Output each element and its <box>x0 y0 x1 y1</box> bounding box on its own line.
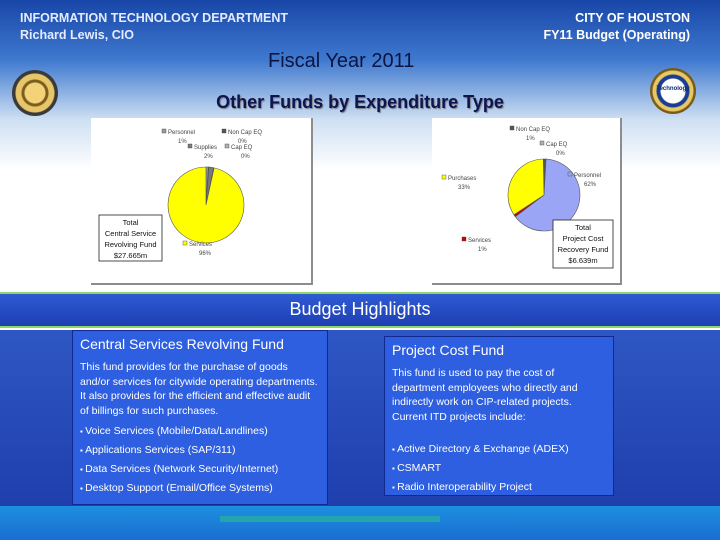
total-label: Central Service <box>105 229 156 238</box>
central-services-pie-chart: Personnel 1% Non Cap EQ 0% Supplies 2% Cap EQ 0… <box>91 118 313 285</box>
slice-label: 0% <box>556 151 565 157</box>
total-label: Total <box>575 223 591 232</box>
slice-label: Personnel <box>168 130 195 136</box>
pie-slice <box>507 158 545 216</box>
budget-subtitle: FY11 Budget (Operating) <box>543 28 690 42</box>
list-item: Voice Services (Mobile/Data/Landlines) <box>80 422 320 441</box>
panel-list: Voice Services (Mobile/Data/Landlines) A… <box>80 422 320 498</box>
slice-label: 0% <box>241 154 250 160</box>
legend-swatch <box>182 240 188 246</box>
fiscal-year-title: Fiscal Year 2011 <box>268 50 415 72</box>
slice-label: 96% <box>199 251 212 257</box>
slice-label: 1% <box>178 139 187 145</box>
total-label: $6.639m <box>568 256 597 265</box>
legend-swatch <box>539 140 545 146</box>
slice-label: Non Cap EQ <box>228 130 262 136</box>
slice-label: 1% <box>526 136 535 142</box>
city-seal-icon <box>12 70 58 116</box>
total-label: Total <box>123 218 139 227</box>
list-item: CSMART <box>392 459 606 478</box>
technology-seal-icon <box>650 68 696 114</box>
slice-label: Services <box>189 242 212 248</box>
legend-swatch <box>221 128 227 134</box>
total-label: $27.665m <box>114 251 147 260</box>
slice-label: 33% <box>458 185 471 191</box>
list-item: Desktop Support (Email/Office Systems) <box>80 479 320 498</box>
panel-title: Project Cost Fund <box>392 342 505 358</box>
slice-label: 1% <box>478 247 487 253</box>
slice-label: Supplies <box>194 145 217 151</box>
slice-label: 62% <box>584 182 597 188</box>
city-title: CITY OF HOUSTON <box>575 11 690 25</box>
slice-label: Cap EQ <box>546 142 568 148</box>
list-item: Active Directory & Exchange (ADEX) <box>392 440 606 459</box>
slice-label: Personnel <box>574 173 601 179</box>
slice-label: Non Cap EQ <box>516 127 550 133</box>
highlights-title: Budget Highlights <box>289 299 431 319</box>
list-item: Applications Services (SAP/311) <box>80 441 320 460</box>
section-title: Other Funds by Expenditure Type <box>216 92 504 112</box>
legend-swatch <box>441 174 447 180</box>
slice-label: Services <box>468 238 491 244</box>
slice-label: 2% <box>204 154 213 160</box>
central-services-panel: Central Services Revolving Fund This fun… <box>72 330 328 505</box>
legend-swatch <box>187 143 193 149</box>
project-cost-panel: Project Cost Fund This fund is used to p… <box>384 336 614 496</box>
panel-body: This fund is used to pay the cost of dep… <box>392 367 578 423</box>
panel-body: This fund provides for the purchase of g… <box>80 361 318 417</box>
highlights-bar <box>0 292 720 328</box>
legend-swatch <box>461 236 467 242</box>
legend-swatch <box>161 128 167 134</box>
panel-list: Active Directory & Exchange (ADEX) CSMAR… <box>392 440 606 497</box>
technology-seal-label: Technology <box>656 86 690 92</box>
legend-swatch <box>567 171 573 177</box>
legend-swatch <box>509 125 515 131</box>
total-box <box>552 219 614 269</box>
slice-label: 0% <box>238 139 247 145</box>
panel-title: Central Services Revolving Fund <box>80 336 284 352</box>
slice-label: Purchases <box>448 176 476 182</box>
pie-slice <box>167 166 245 244</box>
project-cost-pie-svg: Non Cap EQ 1% Cap EQ 0% Personnel 62% Services… <box>441 125 614 269</box>
list-item: Radio Interoperability Project <box>392 478 606 497</box>
legend-swatch <box>224 143 230 149</box>
department-title: INFORMATION TECHNOLOGY DEPARTMENT <box>20 11 289 25</box>
list-item: Data Services (Network Security/Internet… <box>80 460 320 479</box>
total-box <box>98 214 163 262</box>
total-label: Revolving Fund <box>104 240 156 249</box>
slice-label: Cap EQ <box>231 145 253 151</box>
cio-name: Richard Lewis, CIO <box>20 28 134 42</box>
footer-accent <box>220 516 440 522</box>
pie-slice <box>514 158 581 232</box>
total-label: Project Cost <box>563 234 605 243</box>
project-cost-pie-chart: Non Cap EQ 1% Cap EQ 0% Personnel 62% Services… <box>432 118 622 285</box>
total-label: Recovery Fund <box>558 245 609 254</box>
footer-bar <box>0 506 720 540</box>
